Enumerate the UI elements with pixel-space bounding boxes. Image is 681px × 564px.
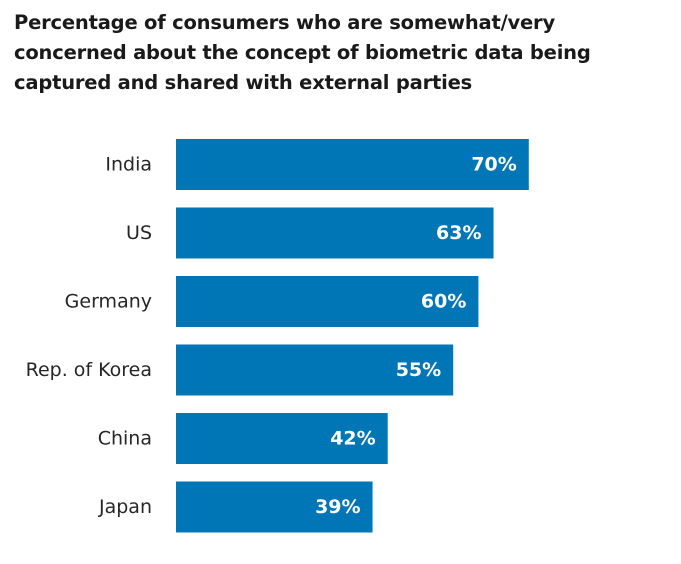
value-label-us: 63% — [436, 222, 481, 244]
category-label-germany: Germany — [65, 291, 152, 313]
bars-layer — [176, 139, 529, 533]
value-label-india: 70% — [471, 154, 516, 176]
category-label-japan: Japan — [98, 496, 152, 518]
category-labels-layer: India US Germany Rep. of Korea China Japan — [26, 154, 152, 519]
value-labels-layer: 70% 63% 60% 55% 42% 39% — [315, 154, 517, 519]
category-label-us: US — [126, 222, 152, 244]
value-label-rep-of-korea: 55% — [396, 359, 441, 381]
bar-us — [176, 207, 494, 259]
bar-india — [176, 139, 529, 190]
category-label-india: India — [105, 154, 152, 176]
chart-title: Percentage of consumers who are somewhat… — [14, 11, 591, 94]
bar-china — [176, 413, 388, 464]
category-label-rep-of-korea: Rep. of Korea — [26, 359, 152, 381]
bar-japan — [176, 481, 373, 533]
bar-rep-of-korea — [176, 344, 454, 396]
bar-germany — [176, 276, 479, 327]
category-label-china: China — [98, 428, 152, 450]
value-label-japan: 39% — [315, 496, 360, 518]
value-label-germany: 60% — [421, 291, 466, 313]
value-label-china: 42% — [330, 428, 375, 450]
